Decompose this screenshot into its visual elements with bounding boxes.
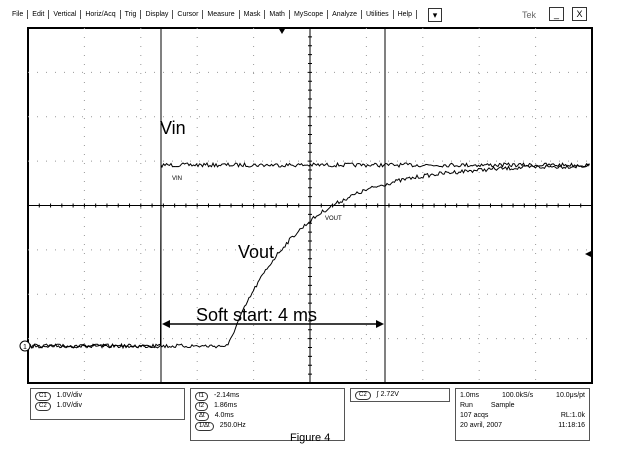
ground-marker (19, 340, 31, 352)
menu-item[interactable]: Utilities (362, 10, 394, 19)
channel-scale: 1.0V/div (56, 402, 82, 409)
cursor-value: 250.0Hz (219, 422, 246, 429)
trace-label: VOUT (325, 216, 342, 222)
channel-tag: C2 (35, 401, 51, 411)
cursor-row: 1/Δt 250.0Hz (195, 421, 340, 431)
cursor-panel: t1 -2.14ms t2 1.86ms Δt 4.0ms 1/Δt 250.0Hz (190, 388, 345, 441)
menu-item[interactable]: Horiz/Acq (81, 10, 121, 19)
acq-count: 107 acqs (460, 412, 489, 419)
cursor-row: t1 -2.14ms (195, 391, 340, 401)
trigger-level (585, 251, 591, 257)
menu-item[interactable]: Vertical (49, 10, 82, 19)
acquisition-panel: 1.0ms 100.0kS/s 10.0μs/pt Run Sample 107 ac… (455, 388, 590, 441)
cursor-row: t2 1.86ms (195, 401, 340, 411)
time: 11:18:16 (558, 422, 585, 429)
caption: Figure 4 (290, 432, 331, 444)
ground-marker-label: 1 (23, 344, 27, 351)
cursor-label: Δt (195, 411, 209, 421)
menu-item[interactable]: File (8, 10, 29, 19)
menu-item[interactable]: Edit (28, 10, 50, 19)
cursor-value: 1.86ms (214, 402, 237, 409)
trigger-level: 2.72V (380, 391, 399, 398)
menu-item[interactable]: Measure (203, 10, 240, 19)
resolution: 10.0μs/pt (556, 392, 585, 399)
cursor-value: 4.0ms (214, 412, 234, 419)
trigger-panel: C2 ∫ 2.72V (350, 388, 450, 402)
close-button[interactable]: X (572, 7, 587, 21)
minimize-button[interactable]: _ (549, 7, 564, 21)
cursor-label: t1 (195, 391, 209, 401)
cursor-row: Δt 4.0ms (195, 411, 340, 421)
cursor-label: 1/Δt (195, 421, 214, 431)
annotation: Vout (238, 242, 274, 262)
menu-item[interactable]: Trig (121, 10, 142, 19)
trace-vout (29, 163, 590, 350)
channel-scale: 1.0V/div (56, 392, 82, 399)
channel-tag: C1 (35, 391, 51, 401)
menu-item[interactable]: Display (141, 10, 174, 19)
cursor-value: -2.14ms (214, 392, 240, 399)
menu-item[interactable]: Math (265, 10, 290, 19)
channel-panel: C1 1.0V/div C2 1.0V/div (30, 388, 185, 420)
menu-item[interactable]: Cursor (173, 10, 204, 19)
menu-item[interactable]: Mask (240, 10, 266, 19)
acq-mode: Sample (490, 402, 515, 409)
menu-item[interactable]: Analyze (328, 10, 363, 19)
brand: Tek (522, 10, 537, 20)
timebase: 1.0ms (460, 392, 480, 399)
trace-label: VIN (172, 176, 182, 182)
menu-item[interactable]: MyScope (290, 10, 329, 19)
trigger-slope: ∫ (376, 391, 379, 398)
menu-bar: File Edit Vertical Horiz/Acq Trig Display Curs… (8, 10, 418, 19)
record-length: RL:1.0k (560, 412, 585, 419)
menu-item[interactable]: Help (394, 10, 418, 19)
run-state: Run (460, 402, 473, 409)
trigger-channel: C2 (355, 390, 371, 400)
annotation: Soft start: 4 ms (196, 305, 317, 325)
dropdown[interactable]: ▾ (428, 8, 442, 22)
date: 20 avril, 2007 (460, 422, 503, 429)
cursor-label: t2 (195, 401, 209, 411)
trigger-position (279, 29, 285, 34)
graticule (27, 27, 593, 384)
annotation: Vin (160, 118, 186, 138)
sample-rate: 100.0kS/s (501, 392, 534, 399)
